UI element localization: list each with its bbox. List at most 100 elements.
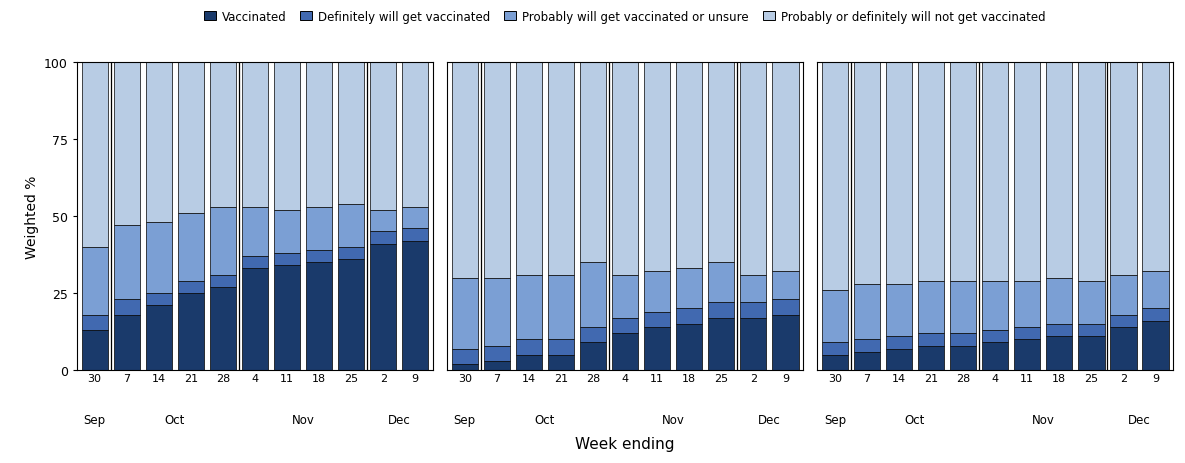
Bar (210, 207, 236, 275)
Bar (547, 63, 574, 275)
Bar (741, 303, 767, 318)
Text: Oct: Oct (165, 413, 185, 426)
Bar (515, 340, 542, 355)
Bar (515, 275, 542, 340)
Bar (821, 343, 848, 355)
Bar (741, 275, 767, 303)
Y-axis label: Weighted %: Weighted % (25, 175, 39, 258)
Bar (918, 346, 944, 370)
Bar (1078, 281, 1104, 324)
Bar (950, 333, 976, 346)
Bar (821, 355, 848, 370)
Bar (854, 63, 880, 284)
Text: Nov: Nov (1032, 413, 1055, 426)
Bar (611, 63, 639, 275)
Text: Dec: Dec (387, 413, 411, 426)
Bar (677, 324, 703, 370)
Bar (918, 281, 944, 333)
Bar (338, 247, 364, 260)
Bar (1014, 340, 1040, 370)
Bar (146, 223, 172, 294)
Legend: Vaccinated, Definitely will get vaccinated, Probably will get vaccinated or unsu: Vaccinated, Definitely will get vaccinat… (199, 6, 1050, 28)
Bar (146, 294, 172, 306)
Bar (242, 63, 268, 207)
Bar (982, 343, 1008, 370)
Bar (1110, 315, 1136, 327)
Bar (709, 263, 735, 303)
Bar (451, 63, 478, 278)
Bar (338, 63, 364, 204)
Bar (82, 63, 108, 247)
Bar (982, 281, 1008, 331)
Bar (483, 361, 510, 370)
Bar (709, 63, 735, 263)
Bar (773, 272, 799, 300)
Bar (515, 63, 542, 275)
Bar (773, 300, 799, 315)
Bar (950, 281, 976, 333)
Bar (210, 275, 236, 287)
Text: Dec: Dec (758, 413, 781, 426)
Bar (821, 290, 848, 343)
Bar (274, 253, 300, 266)
Bar (402, 229, 429, 241)
Bar (146, 306, 172, 370)
Bar (370, 232, 396, 244)
Bar (886, 349, 912, 370)
Bar (1078, 324, 1104, 337)
Bar (918, 63, 944, 281)
Bar (611, 333, 639, 370)
Text: Sep: Sep (454, 413, 476, 426)
Bar (114, 63, 140, 225)
Bar (338, 204, 364, 247)
Bar (854, 340, 880, 352)
Bar (950, 63, 976, 281)
Bar (643, 63, 671, 272)
Bar (854, 284, 880, 340)
Bar (146, 63, 172, 223)
Bar (402, 207, 429, 229)
Bar (515, 355, 542, 370)
Bar (677, 63, 703, 269)
Bar (1110, 275, 1136, 315)
Text: Dec: Dec (1128, 413, 1151, 426)
Bar (643, 272, 671, 312)
Bar (274, 63, 300, 210)
Bar (306, 263, 332, 370)
Bar (547, 340, 574, 355)
Bar (242, 207, 268, 257)
Bar (306, 63, 332, 207)
Bar (886, 337, 912, 349)
Bar (677, 269, 703, 309)
Bar (82, 315, 108, 331)
Bar (741, 63, 767, 275)
Bar (451, 278, 478, 349)
Bar (242, 269, 268, 370)
Bar (773, 315, 799, 370)
Bar (483, 346, 510, 361)
Bar (1110, 63, 1136, 275)
Text: Nov: Nov (661, 413, 685, 426)
Bar (1078, 337, 1104, 370)
Bar (982, 63, 1008, 281)
Bar (338, 260, 364, 370)
Bar (741, 318, 767, 370)
Bar (579, 343, 607, 370)
Text: Week ending: Week ending (575, 437, 674, 451)
Bar (242, 257, 268, 269)
Bar (1142, 63, 1168, 272)
Bar (982, 331, 1008, 343)
Bar (547, 275, 574, 340)
Bar (1014, 281, 1040, 327)
Text: Oct: Oct (905, 413, 925, 426)
Bar (451, 364, 478, 370)
Bar (1142, 321, 1168, 370)
Bar (1142, 309, 1168, 321)
Bar (1110, 327, 1136, 370)
Bar (709, 318, 735, 370)
Bar (773, 63, 799, 272)
Bar (178, 213, 204, 281)
Bar (1046, 324, 1072, 337)
Bar (402, 241, 429, 370)
Bar (370, 210, 396, 232)
